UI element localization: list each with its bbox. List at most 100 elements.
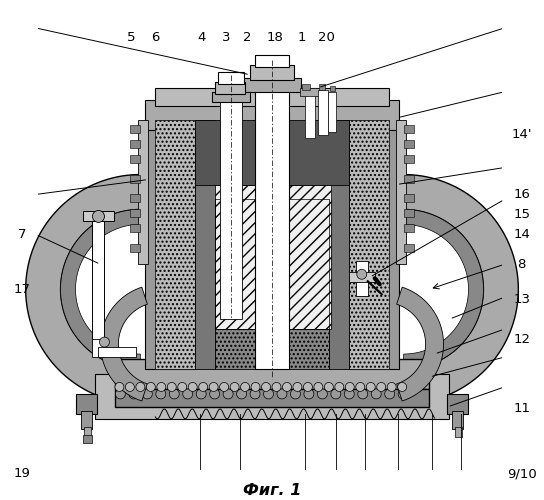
Circle shape	[282, 382, 292, 392]
Bar	[404, 244, 413, 252]
Circle shape	[290, 389, 300, 399]
Circle shape	[250, 389, 260, 399]
Bar	[92, 339, 104, 357]
Text: 1: 1	[298, 31, 306, 44]
Bar	[96, 374, 448, 419]
Circle shape	[230, 382, 239, 392]
Circle shape	[156, 389, 166, 399]
Circle shape	[317, 389, 327, 399]
Circle shape	[357, 270, 367, 279]
Circle shape	[262, 382, 270, 392]
Circle shape	[240, 382, 250, 392]
Text: 19: 19	[14, 467, 31, 480]
Bar	[76, 394, 97, 414]
Text: 14: 14	[513, 228, 530, 241]
Bar	[302, 84, 310, 90]
Bar	[447, 394, 468, 414]
Bar	[83, 212, 114, 222]
Bar	[349, 120, 399, 369]
Text: 3: 3	[221, 31, 230, 44]
Bar	[356, 262, 368, 296]
Polygon shape	[404, 174, 518, 404]
Circle shape	[209, 382, 218, 392]
Bar	[131, 174, 140, 182]
Circle shape	[199, 382, 208, 392]
Text: 7: 7	[18, 228, 27, 241]
Circle shape	[115, 389, 126, 399]
Circle shape	[304, 382, 312, 392]
Circle shape	[183, 389, 193, 399]
Circle shape	[356, 382, 364, 392]
Bar	[131, 194, 140, 202]
Circle shape	[335, 382, 344, 392]
Bar	[215, 329, 329, 369]
Text: 16: 16	[513, 188, 530, 201]
Bar	[156, 88, 388, 106]
Circle shape	[209, 389, 220, 399]
Circle shape	[293, 382, 302, 392]
Circle shape	[157, 382, 166, 392]
Bar	[131, 244, 140, 252]
Text: 11: 11	[513, 402, 530, 415]
Text: 8: 8	[517, 258, 526, 271]
Bar	[318, 90, 328, 134]
Bar	[81, 411, 92, 429]
Polygon shape	[404, 210, 484, 369]
Bar	[145, 120, 195, 369]
Circle shape	[168, 382, 176, 392]
Circle shape	[143, 389, 152, 399]
Bar	[156, 120, 195, 369]
Bar	[305, 88, 315, 138]
Text: Фиг. 1: Фиг. 1	[243, 483, 301, 498]
Circle shape	[100, 337, 109, 347]
Circle shape	[277, 389, 287, 399]
Bar	[215, 200, 329, 329]
Text: 5: 5	[127, 31, 135, 44]
Bar	[131, 140, 140, 147]
Bar	[131, 154, 140, 162]
Text: 17: 17	[14, 282, 31, 296]
Bar	[115, 359, 429, 389]
Circle shape	[263, 389, 274, 399]
Circle shape	[188, 382, 197, 392]
Bar	[145, 100, 399, 130]
Circle shape	[385, 389, 394, 399]
Bar	[83, 435, 92, 443]
Bar	[250, 65, 294, 80]
Bar	[84, 427, 91, 437]
Bar	[330, 86, 335, 91]
Text: 15: 15	[513, 208, 530, 221]
Circle shape	[223, 389, 233, 399]
Bar	[404, 140, 413, 147]
Bar	[215, 82, 245, 94]
Bar	[131, 210, 140, 218]
Bar	[255, 55, 289, 67]
Text: 2: 2	[243, 31, 252, 44]
Circle shape	[304, 389, 314, 399]
Bar	[328, 92, 336, 132]
Bar	[220, 100, 242, 319]
Bar	[92, 214, 104, 344]
Bar	[215, 200, 329, 329]
Circle shape	[398, 382, 406, 392]
Text: 12: 12	[513, 332, 530, 345]
Bar	[115, 389, 429, 407]
Circle shape	[220, 382, 228, 392]
Text: 6: 6	[151, 31, 159, 44]
Bar	[98, 347, 137, 357]
Circle shape	[344, 389, 354, 399]
Circle shape	[376, 382, 386, 392]
Bar	[218, 72, 244, 84]
Bar	[404, 194, 413, 202]
Bar	[255, 85, 289, 369]
Circle shape	[398, 389, 408, 399]
Bar	[395, 120, 406, 264]
Bar	[131, 124, 140, 132]
Text: 9/10: 9/10	[506, 467, 536, 480]
Circle shape	[358, 389, 368, 399]
Bar	[404, 224, 413, 232]
Polygon shape	[397, 287, 443, 401]
Bar	[329, 120, 349, 369]
Circle shape	[115, 382, 124, 392]
Bar	[404, 174, 413, 182]
